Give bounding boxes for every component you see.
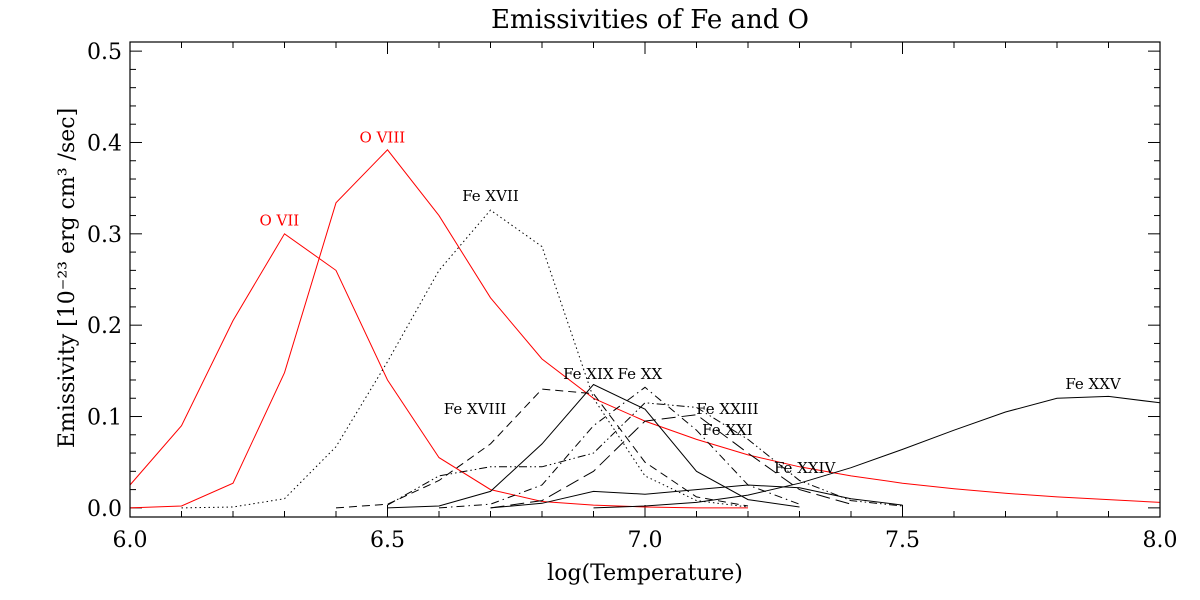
series-line-o-viii — [129, 149, 1161, 509]
series-line-fe-xxi — [490, 414, 852, 509]
y-tick-label: 0.0 — [87, 497, 122, 522]
tick-labels: 6.0 6.5 7.0 7.5 8.0 0.0 0.1 0.2 0.3 0.4 0.5 — [87, 40, 1178, 553]
series-label: Fe XVIII — [444, 400, 507, 418]
y-tick-label: 0.1 — [87, 406, 122, 431]
series-label: O VIII — [360, 128, 406, 146]
series-label: Fe XIX — [563, 365, 614, 383]
series-label: Fe XXV — [1065, 375, 1122, 393]
plot-frame — [129, 41, 1161, 518]
series-label: Fe XVII — [462, 187, 519, 205]
series-curves — [129, 149, 1161, 509]
series-line-fe-xviii — [335, 388, 749, 509]
series-line-fe-xxv — [593, 395, 1161, 509]
y-tick-label: 0.5 — [87, 40, 122, 65]
series-label: Fe XX — [618, 365, 663, 383]
chart-title: Emissivities of Fe and O — [491, 5, 809, 35]
axis-ticks — [129, 42, 1161, 517]
y-tick-label: 0.2 — [87, 314, 122, 339]
series-line-fe-xvii — [181, 209, 749, 509]
series-label: Fe XXIII — [696, 400, 758, 418]
y-tick-label: 0.3 — [87, 223, 122, 248]
x-tick-label: 7.0 — [628, 528, 663, 553]
series-label: Fe XXI — [702, 421, 753, 439]
y-tick-label: 0.4 — [87, 131, 122, 156]
series-label: Fe XXIV — [774, 459, 837, 477]
series-line-fe-xx — [438, 386, 800, 509]
x-axis-title: log(Temperature) — [547, 561, 743, 586]
y-axis-title: Emissivity [10⁻²³ erg cm³ /sec] — [55, 108, 80, 448]
x-tick-label: 6.0 — [113, 528, 148, 553]
x-tick-label: 8.0 — [1143, 528, 1178, 553]
series-line-fe-xix — [387, 383, 800, 509]
x-tick-label: 6.5 — [370, 528, 405, 553]
x-tick-label: 7.5 — [885, 528, 920, 553]
series-labels: O VII O VIII Fe XVII Fe XVIII Fe XIX Fe XX Fe … — [259, 128, 1121, 477]
series-line-fe-xxiv — [490, 484, 903, 509]
series-line-fe-xxiii — [387, 402, 903, 507]
series-line-o-vii — [129, 233, 748, 509]
series-label: O VII — [259, 212, 299, 230]
